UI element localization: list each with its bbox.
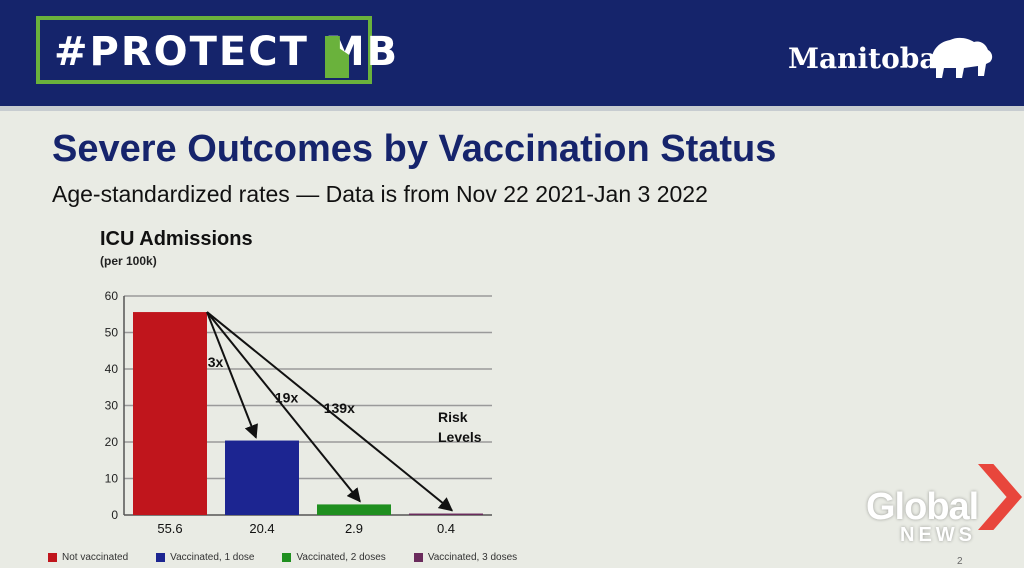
legend-swatch bbox=[282, 553, 292, 562]
y-tick-label: 40 bbox=[105, 362, 119, 376]
legend-label: Not vaccinated bbox=[62, 552, 129, 563]
legend-swatch bbox=[413, 553, 423, 562]
bison-icon bbox=[931, 37, 993, 78]
chart-legend: Not vaccinated Vaccinated, 1 dose Vaccinat… bbox=[48, 552, 545, 568]
annotation-arrow bbox=[206, 311, 454, 512]
bar-2 bbox=[225, 440, 299, 515]
legend-item: Vaccinated, 2 doses bbox=[282, 552, 386, 563]
legend-label: Vaccinated, 2 doses bbox=[296, 552, 386, 563]
y-tick-label: 0 bbox=[111, 508, 118, 522]
chart-title: ICU Admissions bbox=[100, 228, 253, 250]
page-number: 2 bbox=[957, 556, 963, 567]
legend-item: Vaccinated, 3 doses bbox=[413, 552, 518, 563]
annotation-arrow bbox=[206, 311, 258, 439]
annotation-label: 139x bbox=[324, 400, 355, 416]
hashtag-frame bbox=[36, 16, 372, 84]
watermark-word: Global bbox=[866, 486, 979, 528]
legend-label: Vaccinated, 3 doses bbox=[427, 552, 518, 563]
chart-unit-label: (per 100k) bbox=[100, 254, 157, 268]
bar-value-label: 0.4 bbox=[437, 521, 455, 536]
y-tick-label: 50 bbox=[105, 326, 119, 340]
watermark-sub: NEWS bbox=[900, 524, 976, 546]
annotation-label: 19x bbox=[275, 390, 299, 406]
legend-item: Not vaccinated bbox=[48, 552, 128, 563]
annotation-label: 3x bbox=[208, 354, 224, 370]
header-band: #PROTECT MB Manitoba bbox=[0, 0, 1024, 111]
slide-subtitle: Age-standardized rates — Data is from No… bbox=[52, 181, 708, 207]
legend-swatch bbox=[48, 553, 57, 562]
legend-label: Vaccinated, 1 dose bbox=[170, 552, 255, 563]
risk-levels-note: Risk Levels bbox=[438, 409, 482, 445]
brand-name: Manitoba bbox=[788, 42, 938, 75]
bar-value-label: 2.9 bbox=[345, 521, 363, 536]
legend-swatch bbox=[156, 553, 166, 562]
y-tick-label: 20 bbox=[105, 435, 119, 449]
y-tick-label: 10 bbox=[105, 472, 119, 486]
y-tick-label: 60 bbox=[105, 289, 119, 303]
annotation-arrow bbox=[206, 311, 361, 503]
bar-3 bbox=[317, 504, 391, 515]
legend-item: Vaccinated, 1 dose bbox=[156, 552, 254, 563]
global-news-watermark: Global NEWS bbox=[866, 464, 1024, 552]
bar-value-label: 20.4 bbox=[249, 521, 274, 536]
bar-value-label: 55.6 bbox=[157, 521, 182, 536]
hashtag-prefix: #PROTECT bbox=[54, 29, 325, 75]
y-tick-label: 30 bbox=[105, 399, 119, 413]
chevron-icon bbox=[978, 464, 1022, 530]
bar-1 bbox=[133, 312, 207, 515]
bar-4 bbox=[409, 513, 483, 515]
slide-title: Severe Outcomes by Vaccination Status bbox=[52, 128, 777, 170]
